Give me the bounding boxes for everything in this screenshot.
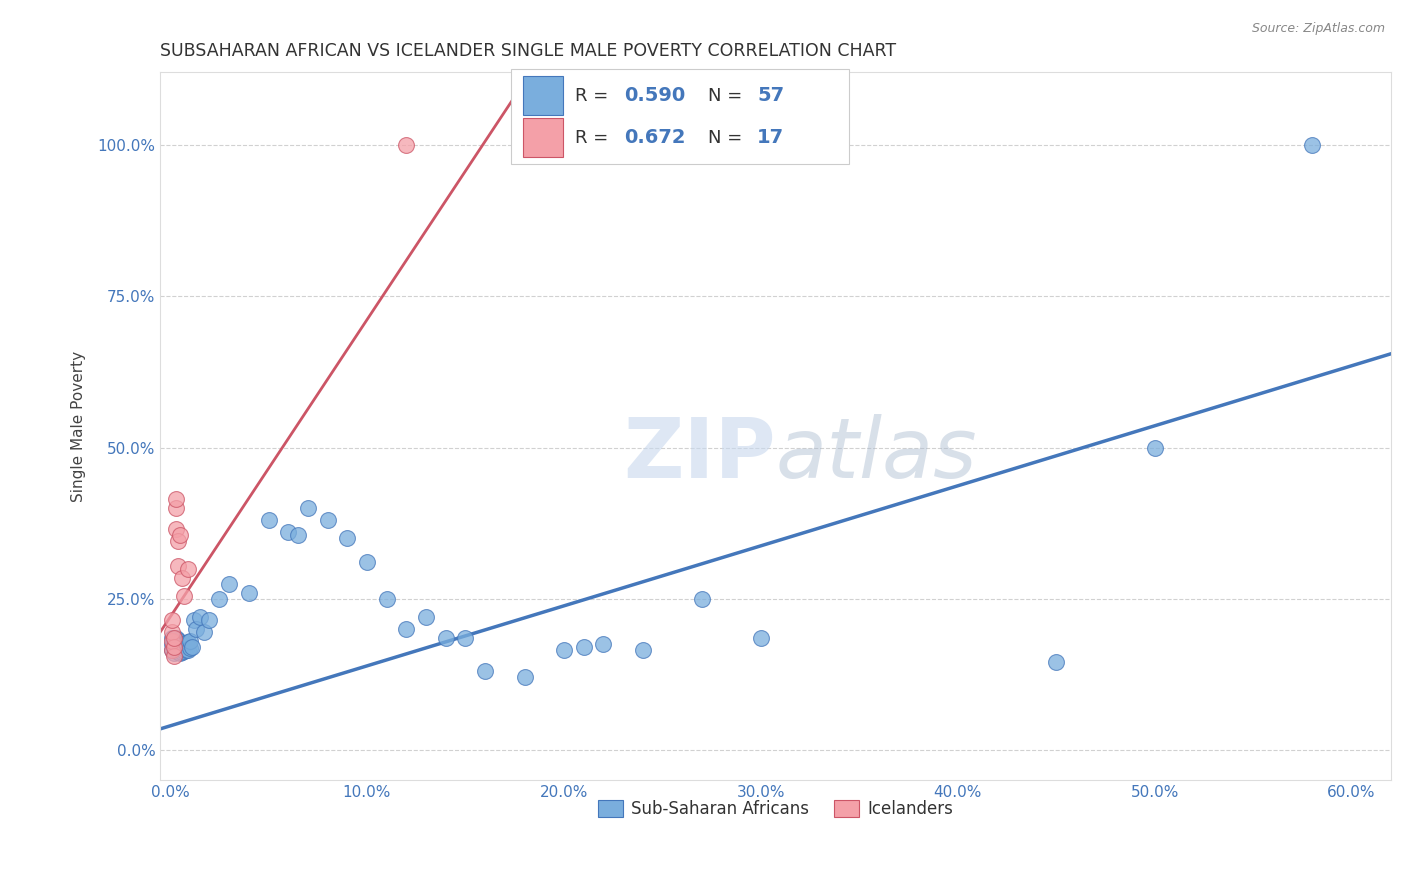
Point: [297, 501, 319, 516]
Point: [163, 640, 186, 655]
Point: [160, 634, 183, 648]
Point: [336, 531, 359, 545]
Text: ZIP: ZIP: [623, 414, 776, 495]
Point: [169, 635, 191, 649]
Point: [167, 558, 190, 573]
Point: [179, 641, 201, 656]
Text: 0.590: 0.590: [624, 87, 686, 105]
Point: [180, 640, 202, 655]
Text: 17: 17: [758, 128, 785, 147]
Point: [179, 634, 201, 648]
Point: [513, 670, 536, 684]
Point: [238, 586, 260, 600]
Point: [572, 640, 595, 655]
Point: [177, 561, 200, 575]
Point: [163, 646, 186, 660]
Point: [174, 643, 197, 657]
Text: SUBSAHARAN AFRICAN VS ICELANDER SINGLE MALE POVERTY CORRELATION CHART: SUBSAHARAN AFRICAN VS ICELANDER SINGLE M…: [160, 42, 897, 60]
Point: [170, 645, 193, 659]
Point: [395, 622, 418, 636]
Point: [375, 591, 398, 606]
Point: [415, 610, 437, 624]
FancyBboxPatch shape: [510, 69, 849, 164]
Point: [316, 513, 339, 527]
FancyBboxPatch shape: [523, 77, 562, 115]
Point: [198, 613, 221, 627]
Point: [177, 635, 200, 649]
Point: [163, 631, 186, 645]
Point: [170, 571, 193, 585]
Point: [173, 644, 195, 658]
Point: [218, 576, 240, 591]
Point: [395, 138, 418, 153]
Point: [160, 613, 183, 627]
FancyBboxPatch shape: [523, 118, 562, 157]
Point: [167, 632, 190, 647]
Point: [173, 637, 195, 651]
Point: [690, 591, 713, 606]
Point: [160, 643, 183, 657]
Point: [1143, 441, 1166, 455]
Point: [160, 637, 183, 651]
Point: [163, 649, 186, 664]
Legend: Sub-Saharan Africans, Icelanders: Sub-Saharan Africans, Icelanders: [591, 794, 960, 825]
Text: N =: N =: [707, 87, 748, 104]
Point: [169, 640, 191, 655]
Text: atlas: atlas: [776, 414, 977, 495]
Point: [165, 491, 187, 506]
Point: [165, 522, 187, 536]
Text: R =: R =: [575, 87, 614, 104]
Point: [631, 643, 654, 657]
Point: [170, 637, 193, 651]
Point: [454, 631, 477, 645]
Point: [165, 631, 187, 645]
Point: [167, 639, 190, 653]
Point: [553, 643, 575, 657]
Point: [163, 640, 186, 655]
Text: N =: N =: [707, 128, 748, 146]
Point: [165, 501, 187, 516]
Point: [188, 610, 211, 624]
Point: [434, 631, 457, 645]
Point: [165, 643, 187, 657]
Point: [193, 625, 215, 640]
Text: 0.672: 0.672: [624, 128, 686, 147]
Point: [165, 637, 187, 651]
Text: R =: R =: [575, 128, 614, 146]
Point: [160, 643, 183, 657]
Point: [1301, 138, 1323, 153]
Point: [356, 556, 378, 570]
Point: [592, 637, 614, 651]
Point: [184, 622, 207, 636]
Point: [208, 591, 231, 606]
Text: Source: ZipAtlas.com: Source: ZipAtlas.com: [1251, 22, 1385, 36]
Point: [169, 528, 191, 542]
Point: [167, 534, 190, 549]
Point: [749, 631, 772, 645]
Point: [174, 636, 197, 650]
Point: [183, 613, 205, 627]
Point: [177, 643, 200, 657]
Y-axis label: Single Male Poverty: Single Male Poverty: [72, 351, 86, 502]
Point: [173, 589, 195, 603]
Point: [1045, 656, 1067, 670]
Point: [163, 634, 186, 648]
Point: [160, 625, 183, 640]
Point: [287, 528, 309, 542]
Point: [474, 665, 496, 679]
Point: [257, 513, 280, 527]
Point: [160, 631, 183, 645]
Text: 57: 57: [758, 87, 785, 105]
Point: [169, 646, 191, 660]
Point: [277, 525, 299, 540]
Point: [167, 645, 190, 659]
